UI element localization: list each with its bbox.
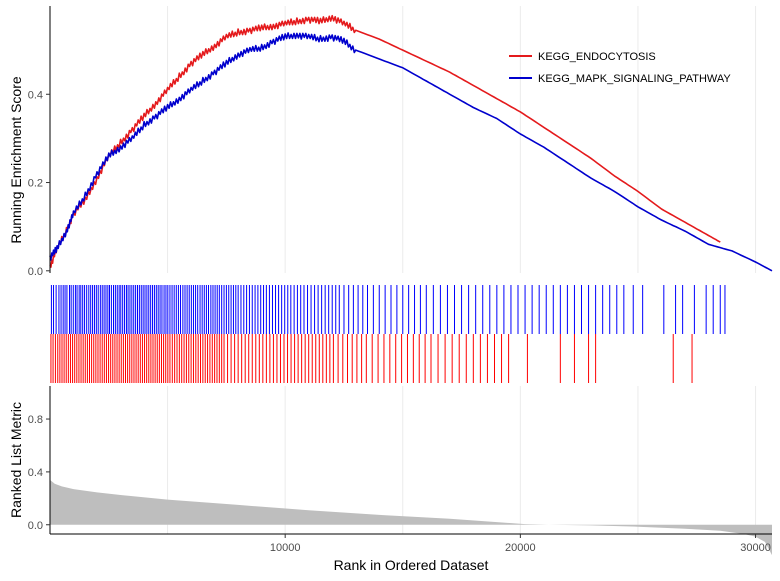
metric-y-axis-title: Ranked List Metric	[8, 402, 24, 518]
legend: KEGG_ENDOCYTOSIS KEGG_MAPK_SIGNALING_PAT…	[509, 51, 731, 85]
line-endocytosis	[49, 14, 721, 268]
es-y-tick-label: 0.2	[28, 178, 43, 190]
ranked-metric-area-fill	[50, 479, 772, 556]
hit-bars	[50, 285, 726, 383]
x-tick-label: 10000	[270, 542, 301, 554]
enrichment-lines	[49, 14, 773, 272]
x-tick-label: 20000	[505, 542, 536, 554]
legend-label-endocytosis: KEGG_ENDOCYTOSIS	[538, 51, 656, 63]
axes: 0.0 0.2 0.4 0.0 0.4 0.8 10000 20000 30000	[28, 6, 772, 554]
metric-panel-grid	[167, 386, 757, 534]
x-axis-title: Rank in Ordered Dataset	[334, 557, 489, 573]
metric-y-tick-label: 0.4	[28, 467, 43, 479]
legend-label-mapk: KEGG_MAPK_SIGNALING_PATHWAY	[538, 73, 731, 85]
x-tick-label: 30000	[740, 542, 771, 554]
es-y-tick-label: 0.0	[28, 266, 43, 278]
es-y-tick-label: 0.4	[28, 89, 43, 101]
es-y-axis-title: Running Enrichment Score	[8, 76, 24, 244]
metric-y-tick-label: 0.0	[28, 520, 43, 532]
metric-y-tick-label: 0.8	[28, 414, 43, 426]
ranked-metric-area	[50, 479, 772, 556]
line-mapk	[49, 32, 773, 272]
